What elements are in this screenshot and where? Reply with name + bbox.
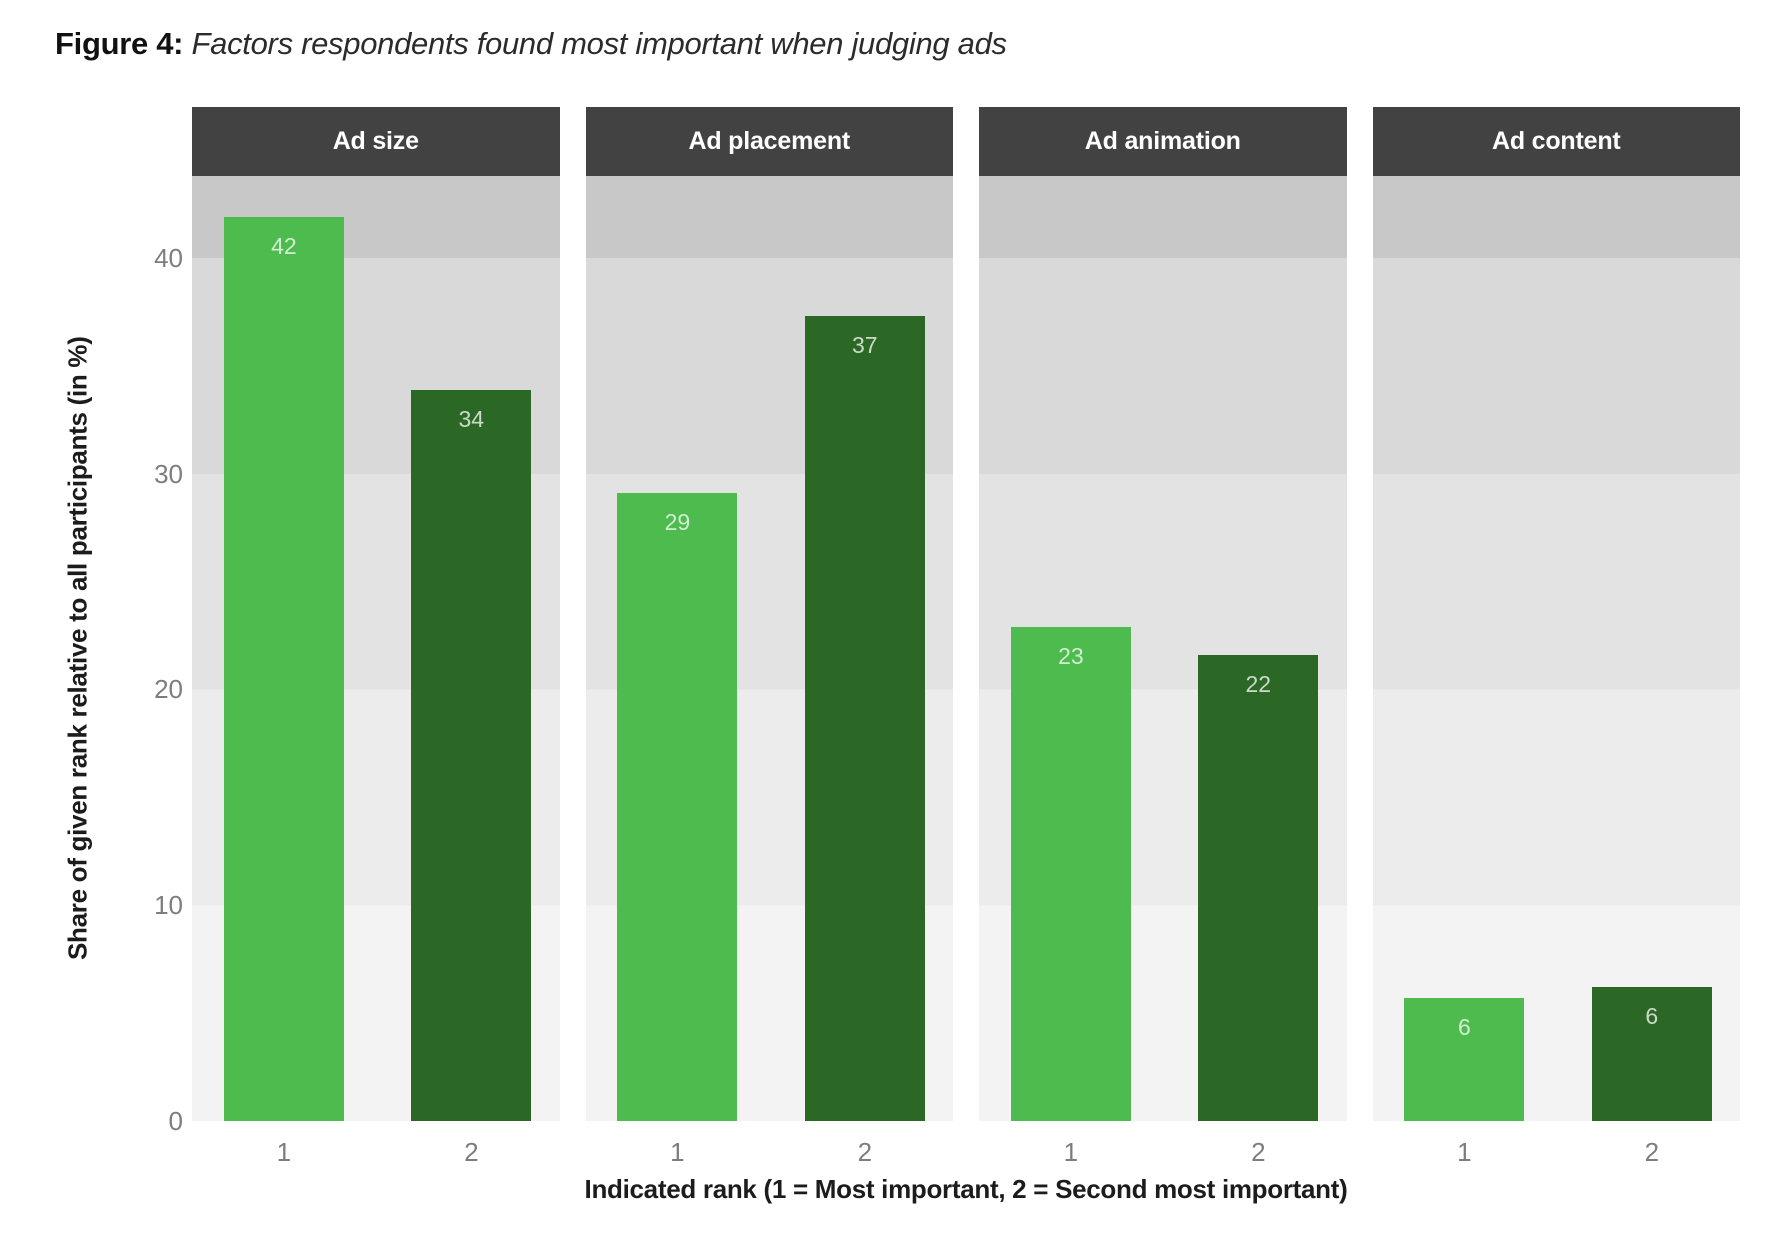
bar-value-label: 22	[1245, 670, 1272, 697]
figure-subtitle: Factors respondents found most important…	[191, 26, 1008, 61]
y-tick-label: 10	[154, 890, 183, 921]
bar-rank-1: 23	[1010, 626, 1131, 1121]
x-tick-label: 1	[276, 1137, 292, 1167]
figure-label: Figure 4:	[55, 26, 184, 61]
x-axis-title: Indicated rank (1 = Most important, 2 = …	[584, 1174, 1348, 1204]
facet-panel: Ad placement 29 1 37 2	[585, 107, 953, 1167]
y-tick-label: 0	[168, 1106, 183, 1136]
y-tick-label: 40	[154, 242, 183, 273]
x-tick-label: 1	[1063, 1137, 1079, 1167]
x-tick-label: 1	[670, 1137, 685, 1167]
facet-header: Ad size	[192, 107, 560, 176]
facet-panels: Ad size 42 1 34 2 Ad placement 29 1 37 2 Ad animat…	[192, 107, 1740, 1167]
bar-rank-2: 22	[1198, 654, 1319, 1121]
x-tick-label: 2	[464, 1137, 479, 1167]
bar-value-label: 6	[1457, 1014, 1471, 1041]
panel-plot-area: 29 1 37 2	[585, 176, 953, 1167]
bar-value-label: 23	[1058, 642, 1084, 669]
facet-header: Ad content	[1372, 107, 1740, 176]
facet-panel: Ad animation 23 1 22 2	[979, 107, 1347, 1167]
facet-header: Ad placement	[585, 107, 953, 176]
y-axis-ticks: 0 10 20 30 40	[0, 0, 183, 1254]
figure-title: Figure 4: Factors respondents found most…	[55, 26, 1007, 62]
bar-rank-2: 37	[804, 316, 925, 1121]
y-tick-label: 20	[154, 674, 183, 705]
bar-rank-2: 34	[411, 389, 532, 1121]
bar-value-label: 29	[664, 509, 691, 536]
facet-header: Ad animation	[979, 107, 1347, 176]
bar-rank-1: 42	[223, 217, 344, 1121]
bar-value-label: 42	[271, 233, 297, 259]
facet-panel: Ad size 42 1 34 2	[192, 107, 560, 1167]
bar-value-label: 34	[458, 405, 485, 432]
panel-plot-area: 6 1 6 2	[1372, 176, 1740, 1167]
bar-rank-1: 29	[617, 493, 738, 1121]
panel-plot-area: 42 1 34 2	[192, 176, 560, 1167]
x-tick-label: 2	[857, 1137, 873, 1167]
bar-value-label: 6	[1645, 1003, 1659, 1030]
x-tick-label: 1	[1457, 1137, 1472, 1167]
bar-rank-2: 6	[1591, 987, 1712, 1121]
x-tick-label: 2	[1644, 1137, 1660, 1167]
facet-panel: Ad content 6 1 6 2	[1372, 107, 1740, 1167]
x-tick-label: 2	[1251, 1137, 1266, 1167]
bar-rank-1: 6	[1404, 998, 1525, 1121]
bar-value-label: 37	[852, 332, 878, 359]
panel-plot-area: 23 1 22 2	[979, 176, 1347, 1167]
y-tick-label: 30	[154, 458, 183, 489]
